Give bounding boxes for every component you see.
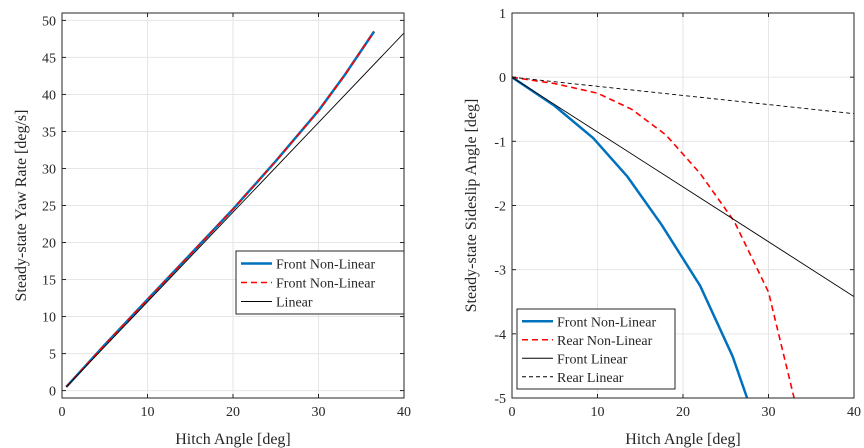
y-tick-label: 20	[42, 237, 56, 252]
legend: Front Non-Linear Front Non-Linear Linear	[235, 250, 405, 315]
y-axis-label: Steady-state Sideslip Angle [deg]	[463, 99, 480, 313]
series-group	[512, 76, 854, 398]
x-tick-label: 20	[676, 405, 690, 420]
legend-label: Front Non-Linear	[276, 258, 375, 273]
series-group	[65, 30, 404, 388]
y-tick-label: 45	[42, 51, 56, 66]
y-tick-label: -1	[494, 135, 506, 150]
legend-label: Front Non-Linear	[557, 315, 656, 330]
y-tick-label: -5	[494, 392, 506, 407]
legend-label: Front Non-Linear	[276, 277, 375, 292]
y-tick-label: 35	[42, 125, 56, 140]
x-tick-label: 20	[226, 405, 240, 420]
series-line-3	[512, 76, 854, 297]
y-tick-label: 30	[42, 162, 56, 177]
x-tick-label: 30	[312, 405, 326, 420]
chart-2: 0 10 20 30 40 -5 -4 -3 -2 -1 0 1 Hitch Angle [deg] St…	[463, 7, 861, 448]
y-tick-label: -2	[494, 200, 506, 215]
y-tick-label: 1	[499, 7, 506, 22]
legend-label: Front Linear	[557, 352, 628, 367]
y-tick-label: 5	[49, 348, 56, 363]
y-tick-label: 25	[42, 200, 56, 215]
x-tick-label: 0	[59, 405, 66, 420]
y-tick-label: -3	[494, 264, 506, 279]
legend-label: Rear Non-Linear	[557, 334, 653, 349]
chart-1: 0 10 20 30 40 0 5 10 15 20 25 30 35 40 45 50 Hitch Angle…	[13, 12, 411, 448]
x-tick-label: 10	[141, 405, 155, 420]
series-line-3	[65, 32, 404, 388]
x-tick-label: 30	[762, 405, 776, 420]
y-tick-label: 0	[499, 71, 506, 86]
y-tick-label: 50	[42, 14, 56, 29]
series-line-1	[512, 76, 749, 398]
series-line-2	[65, 31, 375, 388]
x-tick-label: 40	[847, 405, 861, 420]
series-line-4	[512, 76, 854, 115]
x-axis-label: Hitch Angle [deg]	[625, 431, 741, 448]
x-tick-label: 10	[591, 405, 605, 420]
legend-label: Rear Linear	[557, 371, 624, 386]
x-axis-label: Hitch Angle [deg]	[175, 431, 291, 448]
series-line-2	[512, 76, 795, 398]
y-tick-label: 40	[42, 88, 56, 103]
x-tick-label: 40	[397, 405, 411, 420]
y-tick-label: 10	[42, 311, 56, 326]
y-tick-label: 15	[42, 274, 56, 289]
legend: Front Non-Linear Rear Non-Linear Front Lin…	[516, 308, 676, 390]
x-tick-label: 0	[509, 405, 516, 420]
y-axis-label: Steady-state Yaw Rate [deg/s]	[13, 110, 30, 302]
y-tick-label: -4	[494, 328, 506, 343]
y-tick-label: 0	[49, 385, 56, 400]
legend-label: Linear	[276, 296, 313, 311]
